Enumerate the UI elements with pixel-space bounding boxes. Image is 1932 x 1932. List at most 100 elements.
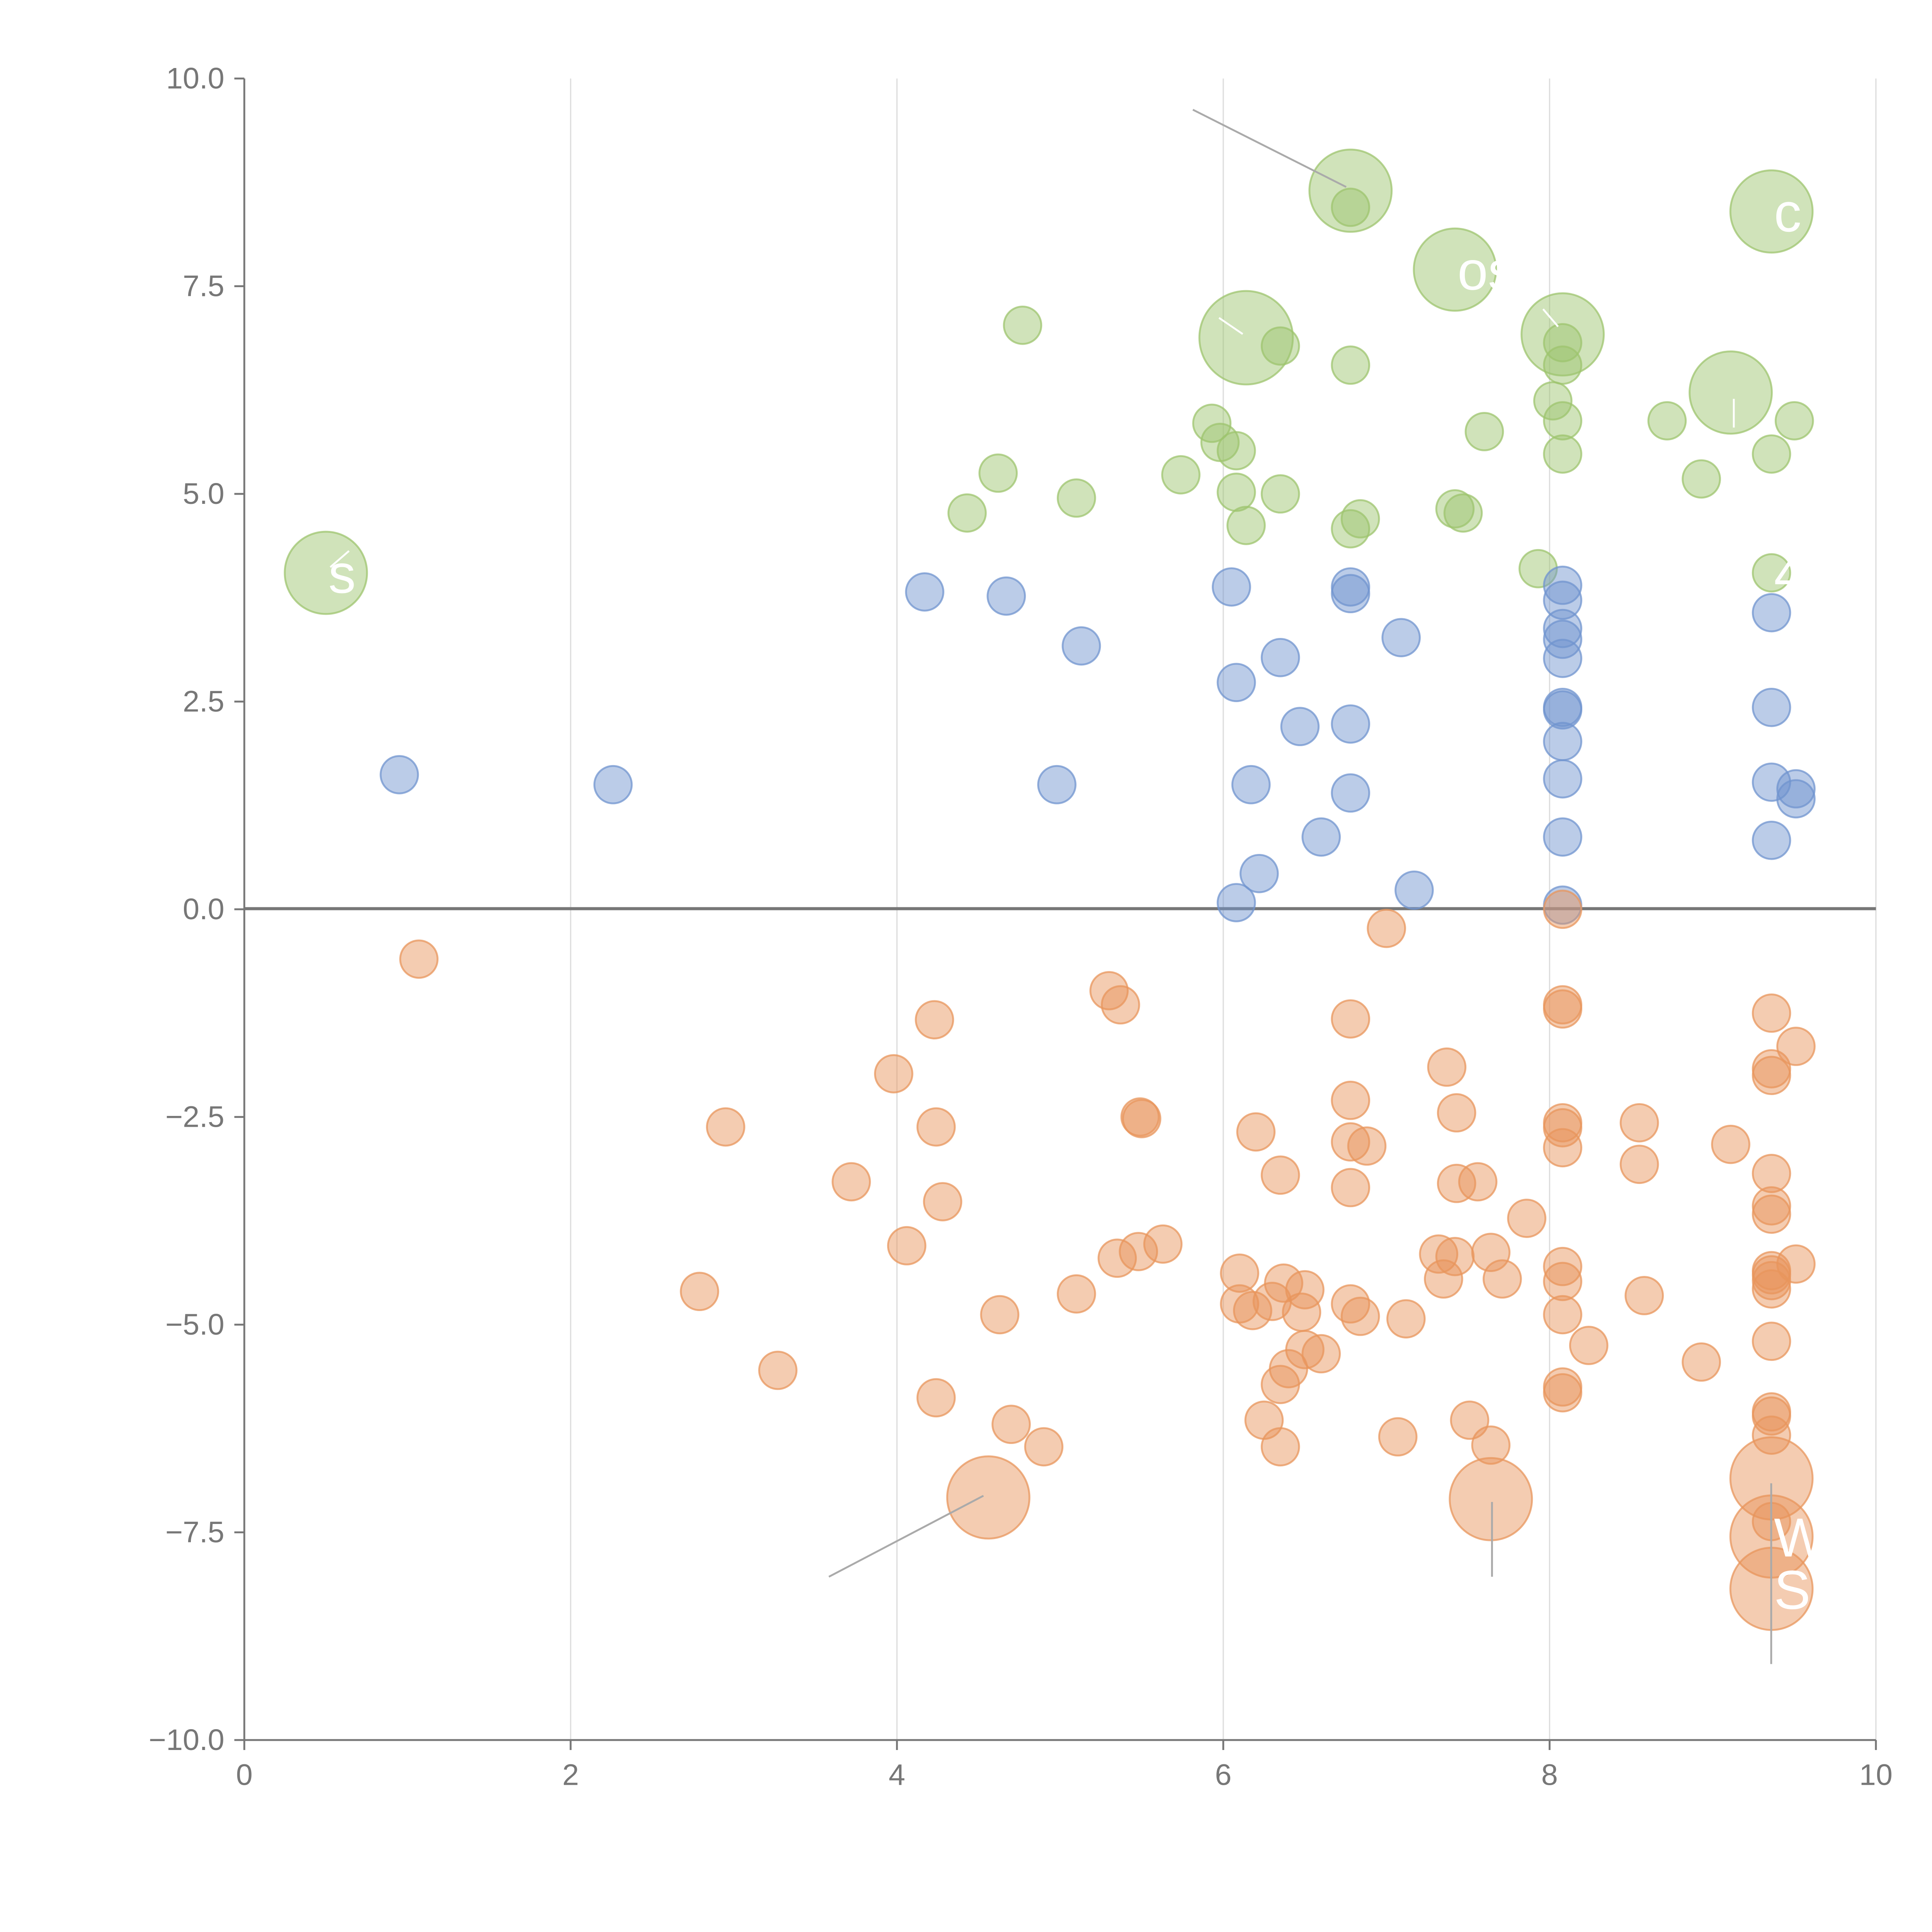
- data-point: [1424, 1259, 1463, 1299]
- data-point: [1264, 1263, 1303, 1303]
- data-point: [1226, 506, 1266, 545]
- data-point: [680, 1272, 719, 1311]
- data-point: [1143, 1224, 1183, 1264]
- data-point: [1443, 493, 1483, 533]
- data-point: [1216, 883, 1256, 922]
- annotation-label: S: [1774, 1560, 1811, 1621]
- data-point: [946, 1455, 1031, 1540]
- data-point: [874, 1054, 913, 1094]
- data-point: [1543, 722, 1582, 761]
- leader-lines: [330, 109, 1772, 1664]
- annotation-label: W: [1774, 1507, 1826, 1568]
- data-point: [1378, 1417, 1418, 1457]
- data-point: [1543, 609, 1582, 648]
- data-point: [379, 755, 419, 794]
- data-point: [1507, 1199, 1547, 1238]
- data-point: [1776, 779, 1816, 819]
- annotation-label: os: [1458, 240, 1515, 301]
- data-point: [1122, 1099, 1162, 1138]
- data-point: [1285, 1330, 1325, 1369]
- data-point: [1543, 1247, 1582, 1286]
- data-point: [1543, 345, 1582, 385]
- data-point: [1435, 1237, 1475, 1276]
- data-point: [1543, 759, 1582, 799]
- data-point: [1752, 553, 1791, 593]
- data-point: [1647, 401, 1687, 440]
- data-point: [1752, 1154, 1791, 1193]
- data-point: [1331, 1168, 1370, 1208]
- data-point: [1340, 499, 1380, 539]
- data-point: [1464, 412, 1504, 451]
- data-point: [1100, 985, 1140, 1025]
- data-point: [1331, 704, 1370, 744]
- data-point: [1543, 1262, 1582, 1301]
- data-point: [1381, 618, 1421, 657]
- data-point: [1543, 565, 1582, 605]
- data-point: [1569, 1326, 1609, 1365]
- data-point: [1386, 1299, 1426, 1338]
- x-tick-label: 8: [1541, 1758, 1558, 1791]
- data-point: [1260, 326, 1300, 366]
- data-point: [1061, 626, 1101, 666]
- data-point: [1331, 1122, 1370, 1162]
- annotation-label: s: [328, 544, 356, 605]
- data-point: [1212, 567, 1251, 607]
- data-point: [1752, 1415, 1791, 1455]
- data-point: [1752, 993, 1791, 1033]
- data-point: [1774, 401, 1814, 440]
- x-tick-label: 0: [236, 1758, 253, 1791]
- data-point: [1331, 773, 1370, 813]
- data-point: [905, 572, 944, 612]
- y-tick-label: −2.5: [165, 1100, 224, 1134]
- data-point: [1752, 593, 1791, 633]
- data-point: [1752, 434, 1791, 474]
- data-point: [992, 1405, 1031, 1444]
- annotations: c os s 4 WS: [328, 182, 1826, 1621]
- data-point: [1260, 638, 1300, 677]
- annotation-label: 4: [1774, 544, 1804, 605]
- data-point: [1437, 1163, 1476, 1203]
- data-point: [1520, 292, 1605, 377]
- data-point: [1458, 1162, 1498, 1202]
- y-tick-label: 7.5: [183, 270, 224, 303]
- data-point: [1729, 169, 1814, 254]
- ticks: 0 2 4 6 8 10 10.0 7.5 5.0 2.5 0.0 −2.5 −5.0 −7.5 −10.0: [149, 62, 1893, 1791]
- data-point: [1543, 989, 1582, 1029]
- data-point: [1233, 1291, 1272, 1330]
- x-tick-label: 4: [889, 1758, 905, 1791]
- data-point: [1543, 434, 1582, 474]
- data-point: [1413, 227, 1497, 312]
- data-point: [1037, 765, 1077, 804]
- data-point: [1419, 1234, 1458, 1274]
- data-point: [1776, 1027, 1816, 1066]
- data-point: [1543, 401, 1582, 440]
- data-point: [1056, 478, 1096, 518]
- x-tick-label: 2: [562, 1758, 579, 1791]
- data-point: [1752, 1261, 1791, 1301]
- leader-line: [1192, 109, 1347, 188]
- data-point: [1624, 1276, 1664, 1315]
- data-point: [1752, 1056, 1791, 1095]
- data-point: [1260, 1427, 1300, 1467]
- data-point: [1543, 323, 1582, 362]
- data-point: [1776, 1244, 1816, 1284]
- data-point: [1752, 1269, 1791, 1309]
- y-tick-label: −7.5: [165, 1516, 224, 1549]
- data-point: [1471, 1233, 1511, 1272]
- data-point: [1752, 1321, 1791, 1361]
- data-point: [1543, 690, 1582, 730]
- data-point: [923, 1182, 963, 1221]
- data-point: [916, 1378, 956, 1418]
- data-point: [1331, 574, 1370, 614]
- data-point: [1216, 473, 1256, 512]
- data-point: [916, 1107, 956, 1147]
- data-point: [1543, 1108, 1582, 1148]
- data-points: [284, 148, 1816, 1631]
- data-point: [1395, 870, 1434, 910]
- data-point: [1331, 999, 1370, 1039]
- data-point: [1340, 1296, 1380, 1336]
- data-point: [1231, 765, 1271, 804]
- data-point: [1220, 1253, 1259, 1293]
- data-point: [1367, 908, 1406, 948]
